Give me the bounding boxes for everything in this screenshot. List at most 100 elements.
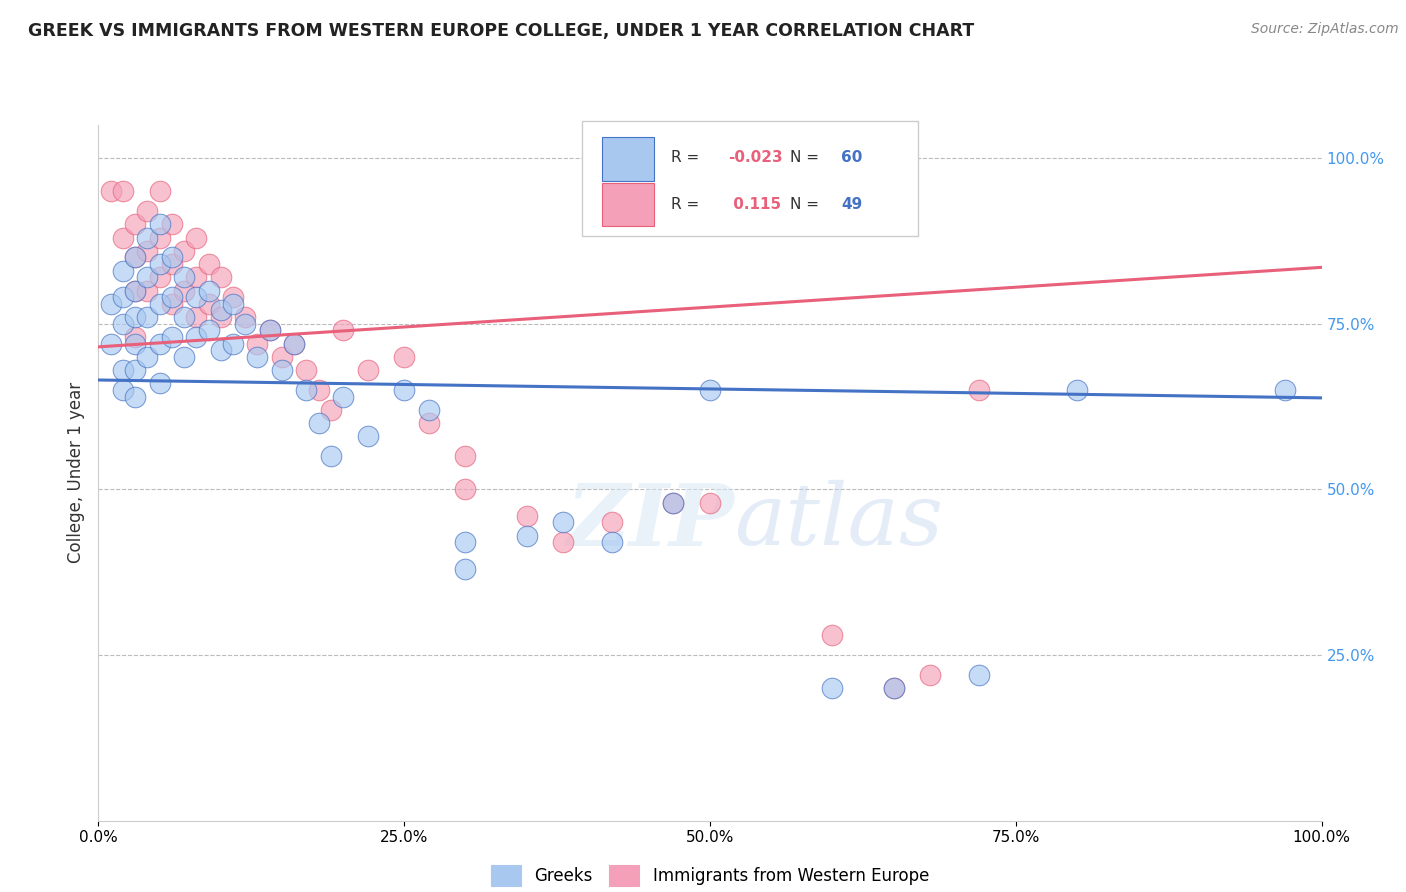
Text: -0.023: -0.023 xyxy=(728,150,783,165)
Point xyxy=(160,297,183,311)
Point xyxy=(356,363,378,377)
Point xyxy=(149,270,172,285)
Point xyxy=(332,323,354,337)
Point xyxy=(160,217,183,231)
Bar xyxy=(602,183,654,226)
Point xyxy=(222,290,245,304)
Point xyxy=(392,383,416,397)
Point xyxy=(233,317,256,331)
Point xyxy=(1274,383,1296,397)
Point xyxy=(111,263,134,277)
Point xyxy=(454,449,477,463)
Point xyxy=(124,363,146,377)
Point xyxy=(246,350,269,364)
Point xyxy=(111,363,134,377)
Point xyxy=(173,244,195,258)
Text: atlas: atlas xyxy=(734,480,943,563)
Point xyxy=(173,284,195,298)
Point xyxy=(111,383,134,397)
Text: ZIP: ZIP xyxy=(567,480,734,563)
Text: N =: N = xyxy=(790,150,818,165)
Point xyxy=(883,681,905,695)
Point xyxy=(662,495,685,509)
Point xyxy=(124,390,146,404)
Point xyxy=(418,402,440,417)
Point xyxy=(136,270,159,285)
Point xyxy=(160,251,183,265)
Point xyxy=(136,350,159,364)
Point xyxy=(967,383,990,397)
Point xyxy=(186,270,208,285)
Point xyxy=(160,330,183,344)
Point xyxy=(222,336,245,351)
Text: R =: R = xyxy=(671,150,699,165)
Y-axis label: College, Under 1 year: College, Under 1 year xyxy=(66,382,84,564)
Point xyxy=(209,310,232,324)
Point xyxy=(149,376,172,391)
Point xyxy=(295,383,318,397)
Point xyxy=(454,483,477,497)
Point xyxy=(124,217,146,231)
Point xyxy=(124,330,146,344)
Point xyxy=(308,416,330,430)
Point xyxy=(124,284,146,298)
Point xyxy=(209,303,232,318)
Point xyxy=(197,323,219,337)
Point xyxy=(136,310,159,324)
Text: GREEK VS IMMIGRANTS FROM WESTERN EUROPE COLLEGE, UNDER 1 YEAR CORRELATION CHART: GREEK VS IMMIGRANTS FROM WESTERN EUROPE … xyxy=(28,22,974,40)
Point xyxy=(124,251,146,265)
Point xyxy=(662,495,685,509)
Point xyxy=(173,350,195,364)
Point xyxy=(100,184,122,198)
Point xyxy=(111,230,134,244)
Point xyxy=(454,562,477,576)
Point xyxy=(149,336,172,351)
Point xyxy=(454,535,477,549)
Point xyxy=(209,343,232,358)
FancyBboxPatch shape xyxy=(582,121,918,236)
Point xyxy=(515,529,537,543)
Point xyxy=(173,270,195,285)
Point xyxy=(149,297,172,311)
Point xyxy=(124,336,146,351)
Point xyxy=(283,336,305,351)
Point xyxy=(124,251,146,265)
Point xyxy=(295,363,318,377)
Point xyxy=(111,290,134,304)
Point xyxy=(136,204,159,219)
Point xyxy=(967,668,990,682)
Point xyxy=(233,310,256,324)
Point xyxy=(270,363,294,377)
Point xyxy=(259,323,281,337)
Point xyxy=(136,284,159,298)
Point xyxy=(100,336,122,351)
Point xyxy=(1066,383,1088,397)
Point xyxy=(186,230,208,244)
Point xyxy=(149,217,172,231)
Point xyxy=(319,402,342,417)
Point xyxy=(186,330,208,344)
Point xyxy=(246,336,269,351)
Point xyxy=(209,270,232,285)
Point xyxy=(821,681,844,695)
Point xyxy=(699,495,721,509)
Point xyxy=(332,390,354,404)
Point xyxy=(319,449,342,463)
Text: 0.115: 0.115 xyxy=(728,197,782,212)
Point xyxy=(600,535,623,549)
Point xyxy=(149,257,172,271)
Point xyxy=(197,257,219,271)
Point xyxy=(821,628,844,642)
Point xyxy=(124,310,146,324)
Point xyxy=(515,508,537,523)
Point xyxy=(186,290,208,304)
Point xyxy=(197,297,219,311)
Text: Source: ZipAtlas.com: Source: ZipAtlas.com xyxy=(1251,22,1399,37)
Point xyxy=(883,681,905,695)
Point xyxy=(136,230,159,244)
Point xyxy=(136,244,159,258)
Point xyxy=(392,350,416,364)
Text: 60: 60 xyxy=(841,150,862,165)
Point xyxy=(186,310,208,324)
Point xyxy=(111,184,134,198)
